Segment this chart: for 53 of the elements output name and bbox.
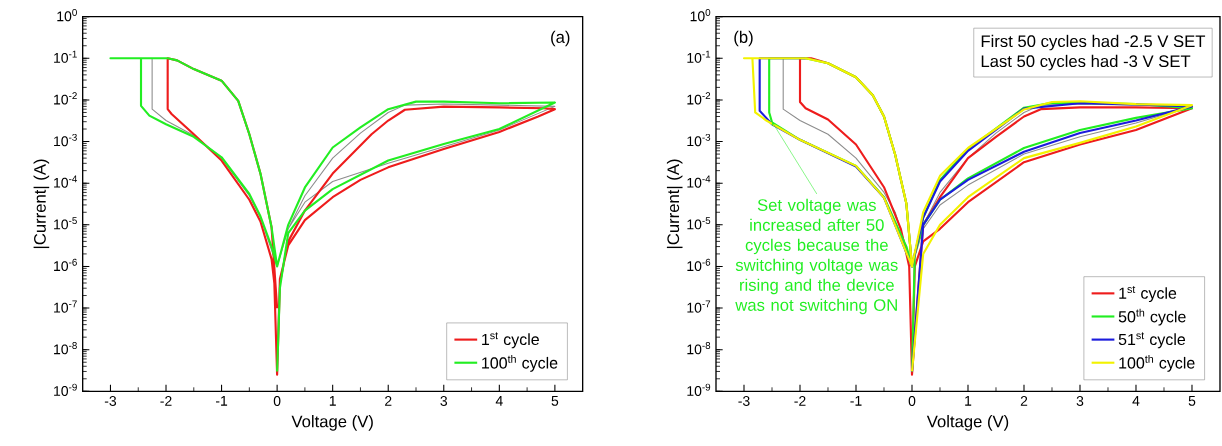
y-tick-label: 10$^{0}$: [57, 9, 77, 22]
y-tick-label: 10$^{-8}$: [687, 342, 711, 355]
y-tick-label: 10$^{-1}$: [54, 50, 77, 63]
y-tick-label: 10$^{-1}$: [687, 50, 711, 63]
y-tick-label: 10$^{-7}$: [687, 300, 711, 313]
x-tick-label: -3: [104, 396, 117, 406]
legend-label: 1$^{st}$ cycle: [1119, 286, 1177, 303]
y-tick-label: 10$^{-4}$: [687, 175, 711, 188]
x-tick-label: -2: [160, 396, 172, 406]
x-tick-label: 1: [329, 396, 336, 406]
annotation: (a): [551, 30, 570, 47]
y-tick-label: 10$^{-3}$: [687, 133, 711, 147]
y-axis-title: |Current| (A): [666, 159, 683, 249]
x-tick-label: 3: [1076, 396, 1084, 406]
y-tick-label: 10$^{-7}$: [54, 300, 77, 313]
y-tick-label: 10$^{-5}$: [687, 217, 711, 230]
y-tick-label: 10$^{-8}$: [54, 342, 77, 355]
y-tick-label: 10$^{-4}$: [54, 175, 78, 188]
x-axis-title: Voltage (V): [926, 415, 1009, 431]
x-tick-label: 1: [965, 396, 972, 406]
y-tick-label: 10$^{-9}$: [687, 383, 711, 396]
annotation: (b): [734, 30, 753, 47]
legend-label: 1$^{st}$ cycle: [482, 332, 539, 349]
y-tick-label: 10$^{-6}$: [687, 258, 711, 272]
x-tick-label: 5: [1188, 396, 1196, 406]
annotation: First 50 cycles had -2.5 V SET: [981, 34, 1206, 51]
y-tick-label: 10$^{-9}$: [54, 383, 77, 396]
x-tick-label: 4: [1132, 396, 1140, 406]
legend-label: 100$^{th}$ cycle: [1119, 354, 1195, 372]
annotation: Last 50 cycles had -3 V SET: [981, 54, 1191, 71]
x-axis-title: Voltage (V): [291, 415, 373, 431]
x-tick-label: 0: [273, 396, 281, 406]
x-tick-label: 4: [495, 396, 503, 406]
annotation: Set voltage was increased after 50 cycles because the switching voltage was rising and the device was not switching ON: [735, 198, 898, 315]
y-tick-label: 10$^{-6}$: [54, 258, 77, 272]
y-tick-label: 10$^{-5}$: [54, 217, 77, 230]
y-tick-label: 10$^{-2}$: [687, 92, 711, 105]
x-tick-label: 2: [385, 396, 392, 406]
y-tick-label: 10$^{0}$: [690, 9, 711, 22]
y-tick-label: 10$^{-3}$: [54, 133, 77, 147]
x-tick-label: 5: [551, 396, 559, 406]
y-axis-title: |Current| (A): [33, 159, 50, 249]
x-tick-label: -1: [215, 396, 228, 406]
legend-label: 50$^{th}$ cycle: [1118, 308, 1186, 326]
legend-label: 100$^{th}$ cycle: [482, 354, 558, 372]
x-tick-label: 0: [908, 396, 916, 406]
x-tick-label: 2: [1020, 396, 1028, 406]
x-tick-label: -1: [850, 396, 862, 406]
x-tick-label: -2: [794, 396, 806, 406]
x-tick-label: -3: [738, 396, 750, 406]
legend-label: 51$^{st}$ cycle: [1118, 332, 1186, 349]
y-tick-label: 10$^{-2}$: [54, 92, 77, 105]
x-tick-label: 3: [440, 396, 448, 406]
